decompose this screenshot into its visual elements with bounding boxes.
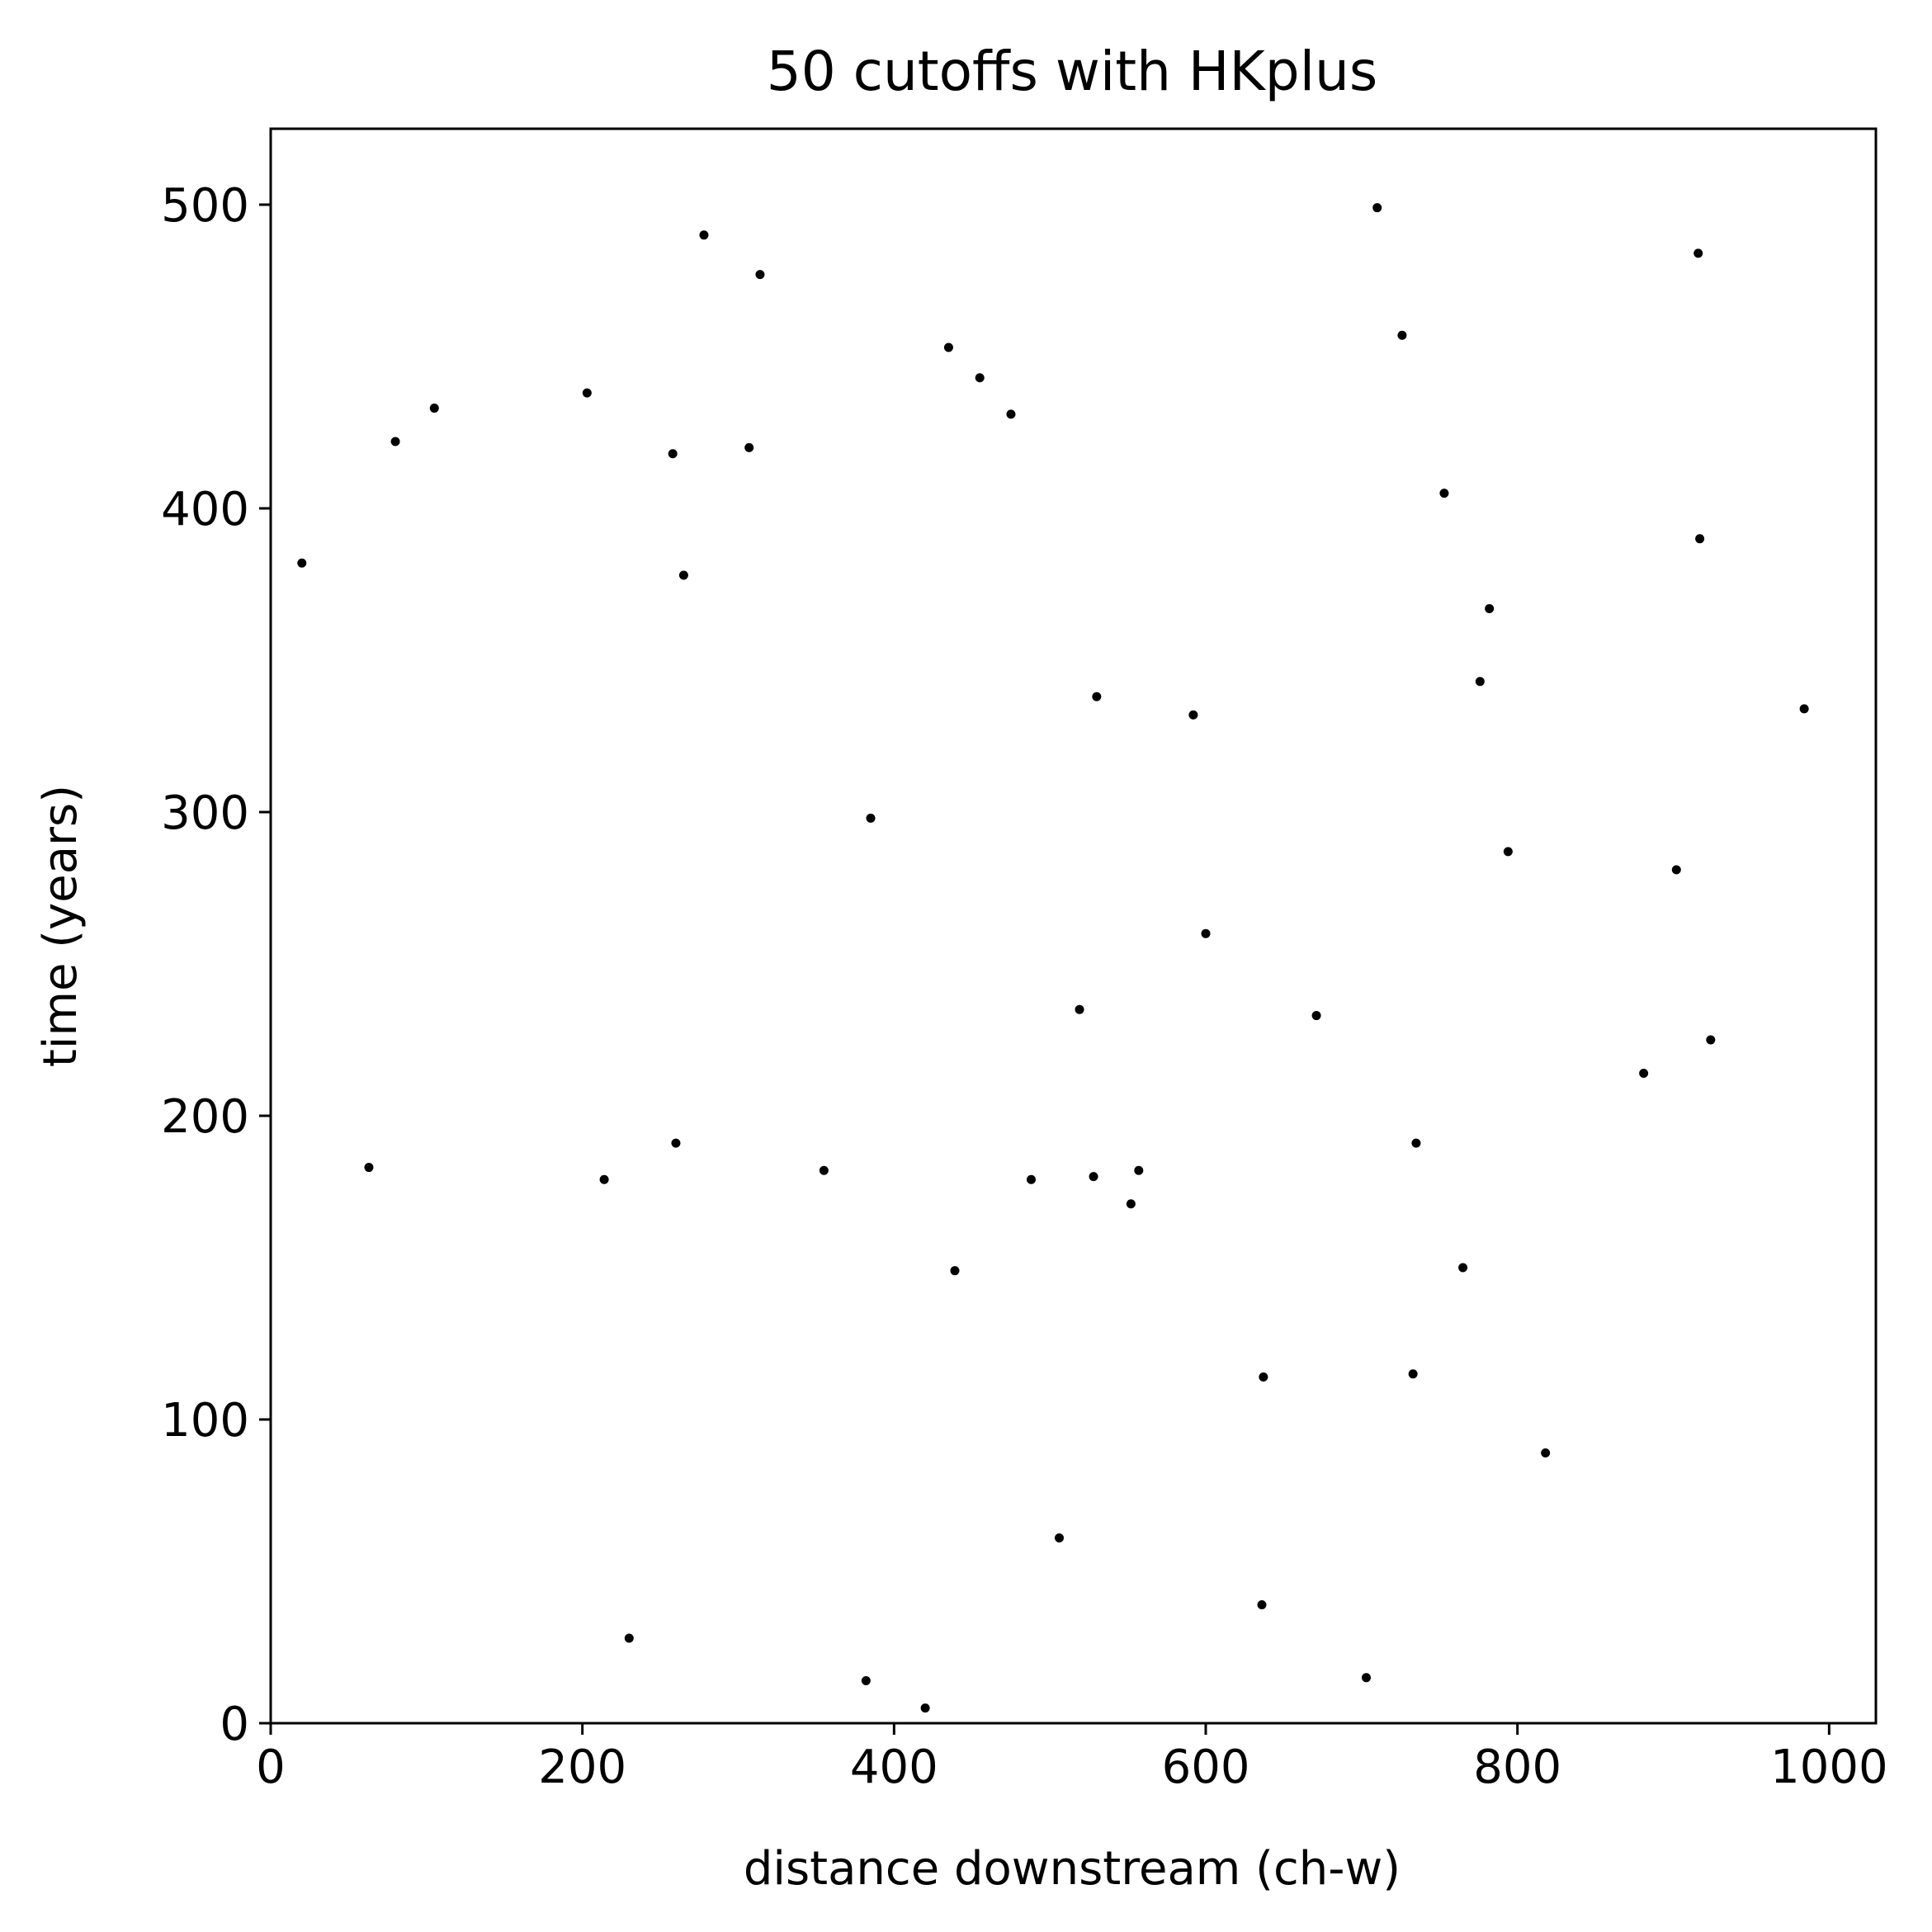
data-point <box>1693 248 1703 258</box>
x-tick-label: 400 <box>850 1741 938 1794</box>
y-tick-label: 0 <box>220 1698 249 1751</box>
data-point <box>1408 1369 1418 1379</box>
data-point <box>1397 330 1407 340</box>
data-point <box>624 1633 634 1643</box>
x-tick-label: 200 <box>538 1741 626 1794</box>
data-point <box>1027 1174 1037 1184</box>
data-point <box>699 230 709 240</box>
data-point <box>429 404 439 413</box>
data-point <box>861 1675 871 1685</box>
data-point <box>744 442 754 452</box>
x-tick-label: 0 <box>256 1741 286 1794</box>
data-point <box>1311 1011 1321 1021</box>
data-points <box>297 203 1809 1713</box>
data-point <box>1485 603 1495 613</box>
data-point <box>1092 692 1102 701</box>
data-point <box>1259 1372 1268 1382</box>
data-point <box>1055 1533 1065 1543</box>
data-point <box>1362 1673 1372 1683</box>
data-point <box>1639 1068 1649 1078</box>
data-point <box>1475 677 1485 687</box>
data-point <box>755 270 765 280</box>
data-point <box>920 1703 930 1713</box>
data-point <box>1006 409 1016 419</box>
data-point <box>1075 1004 1084 1014</box>
data-point <box>943 342 953 352</box>
data-point <box>819 1165 829 1175</box>
data-point <box>1706 1035 1716 1045</box>
data-point <box>1134 1165 1144 1175</box>
data-point <box>390 437 400 446</box>
data-point <box>950 1266 960 1276</box>
data-point <box>1503 847 1513 857</box>
data-point <box>1372 203 1382 213</box>
y-tick-label: 400 <box>161 483 249 536</box>
data-point <box>1458 1263 1468 1273</box>
data-point <box>1671 865 1681 875</box>
data-point <box>668 449 678 459</box>
y-tick-label: 300 <box>161 786 249 840</box>
x-axis-label: distance downstream (ch-w) <box>744 1842 1401 1896</box>
data-point <box>582 388 592 398</box>
data-point <box>975 373 985 383</box>
x-tick-label: 800 <box>1473 1741 1561 1794</box>
data-point <box>1411 1138 1421 1148</box>
y-tick-label: 200 <box>161 1090 249 1144</box>
data-point <box>297 558 307 568</box>
x-tick-label: 1000 <box>1770 1741 1888 1794</box>
data-point <box>599 1174 609 1184</box>
data-point <box>1695 534 1705 544</box>
data-point <box>671 1138 681 1148</box>
x-tick-label: 600 <box>1162 1741 1250 1794</box>
data-point <box>866 813 876 823</box>
axis-ticks: 0 200 400 600 800 1000 0 100 200 300 400 500 <box>161 179 1887 1794</box>
data-point <box>1799 704 1809 714</box>
data-point <box>1201 928 1211 938</box>
y-tick-label: 100 <box>161 1394 249 1448</box>
plot-frame <box>269 127 1878 1725</box>
data-point <box>1541 1448 1551 1457</box>
data-point <box>1188 710 1198 720</box>
data-point <box>364 1163 374 1173</box>
y-axis-label: time (years) <box>34 785 87 1067</box>
data-point <box>1439 489 1449 498</box>
data-point <box>1126 1199 1136 1209</box>
data-point <box>1257 1599 1267 1609</box>
data-point <box>678 570 688 580</box>
data-point <box>1089 1172 1098 1182</box>
chart-title: 50 cutoffs with HKplus <box>767 40 1378 103</box>
y-tick-label: 500 <box>161 179 249 233</box>
